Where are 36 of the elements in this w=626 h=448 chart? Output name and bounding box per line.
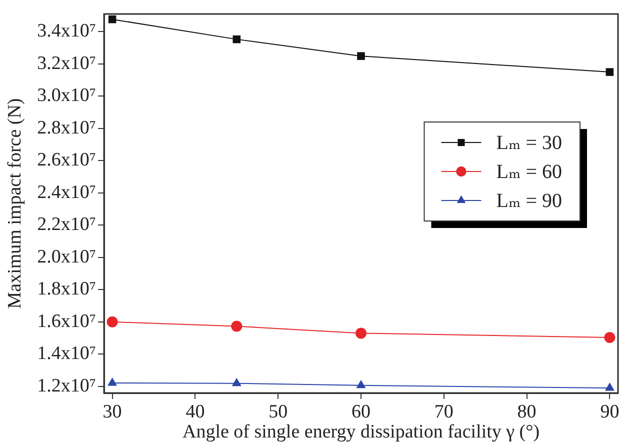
point [108,378,118,386]
y-tick-label: 1.6x10⁷ [37,310,96,332]
legend-label: Lₘ = 30 [496,132,562,154]
point [231,320,242,332]
point [604,332,616,344]
y-tick-label: 2.4x10⁷ [37,182,96,203]
y-axis-title: Maximum impact force (N) [4,98,26,309]
y-tick-label: 1.2x10⁷ [37,375,96,396]
y-tick-label: 3.4x10⁷ [37,20,96,42]
x-tick-label: 40 [186,401,205,422]
y-tick-label: 2.0x10⁷ [37,246,96,268]
y-tick-label: 2.2x10⁷ [37,214,96,236]
y-tick-label: 1.4x10⁷ [37,343,96,364]
point [356,380,366,388]
point [356,328,366,339]
legend-label: Lₘ = 60 [496,160,562,183]
y-tick-label: 3.0x10⁷ [37,85,96,106]
point [108,15,116,24]
y-tick-label: 2.6x10⁷ [37,150,96,171]
point [606,68,614,76]
y-tick-label: 1.8x10⁷ [37,278,96,300]
legend-label: Lₘ = 90 [496,190,562,212]
y-tick-label: 3.2x10⁷ [37,52,96,74]
point [357,52,365,60]
point [106,316,118,328]
point [232,35,241,44]
x-tick-label: 30 [102,401,122,422]
y-tick-label: 2.8x10⁷ [37,117,96,138]
point [604,382,614,391]
x-tick-label: 50 [268,401,288,422]
x-axis-title: Angle of single energy dissipation facility γ (°) [182,422,540,443]
point [232,378,242,386]
x-tick-label: 70 [434,401,454,422]
x-tick-label: 80 [517,401,536,422]
x-tick-label: 90 [600,401,620,422]
x-tick-label: 60 [352,401,370,422]
